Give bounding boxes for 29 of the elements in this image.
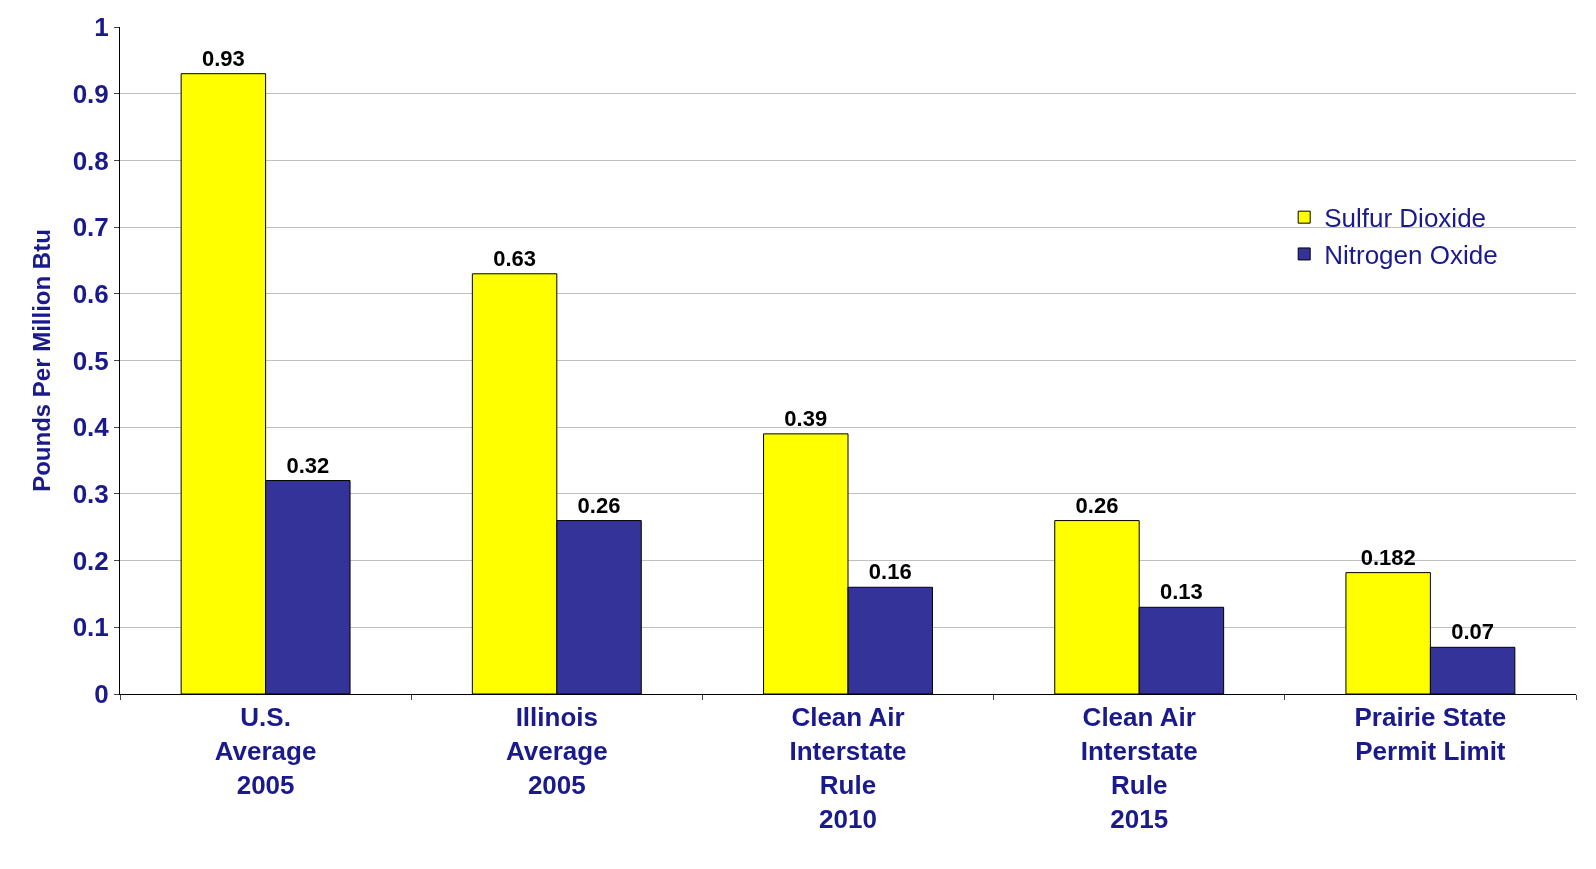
y-tick-label: 0.9 bbox=[72, 78, 109, 109]
y-tick-label: 0.6 bbox=[72, 278, 109, 309]
data-label: 0.63 bbox=[493, 245, 536, 271]
legend-label: Sulfur Dioxide bbox=[1324, 203, 1487, 234]
y-tick-label: 0 bbox=[94, 679, 109, 710]
data-label: 0.26 bbox=[1075, 492, 1119, 518]
y-tick-label: 0.7 bbox=[72, 212, 109, 243]
data-label: 0.26 bbox=[577, 492, 621, 518]
y-tick-label: 0.4 bbox=[72, 412, 110, 443]
y-tick-label: 1 bbox=[94, 12, 109, 43]
data-label: 0.32 bbox=[286, 452, 330, 478]
data-label: 0.182 bbox=[1360, 544, 1416, 570]
data-label: 0.93 bbox=[201, 45, 245, 71]
legend-label: Nitrogen Oxide bbox=[1324, 240, 1498, 271]
x-tick-label: U.S. Average 2005 bbox=[214, 702, 317, 800]
data-label: 0.07 bbox=[1451, 619, 1495, 645]
x-tick-label: Illinois Average 2005 bbox=[505, 702, 608, 800]
x-tick-label: Clean Air Interstate Rule 2010 bbox=[789, 702, 907, 834]
y-tick-label: 0.1 bbox=[72, 612, 109, 643]
y-tick-label: 0.5 bbox=[72, 345, 109, 376]
data-label: 0.16 bbox=[868, 559, 912, 585]
data-label: 0.39 bbox=[784, 405, 828, 431]
y-tick-label: 0.3 bbox=[72, 479, 109, 509]
x-tick-label: Prairie State Permit Limit bbox=[1354, 702, 1507, 766]
y-axis-title: Pounds Per Million Btu bbox=[27, 229, 55, 492]
y-tick-label: 0.2 bbox=[72, 545, 109, 576]
y-tick-label: 0.8 bbox=[72, 145, 109, 176]
x-tick-label: Clean Air Interstate Rule 2015 bbox=[1080, 702, 1198, 834]
data-label: 0.13 bbox=[1160, 579, 1203, 605]
